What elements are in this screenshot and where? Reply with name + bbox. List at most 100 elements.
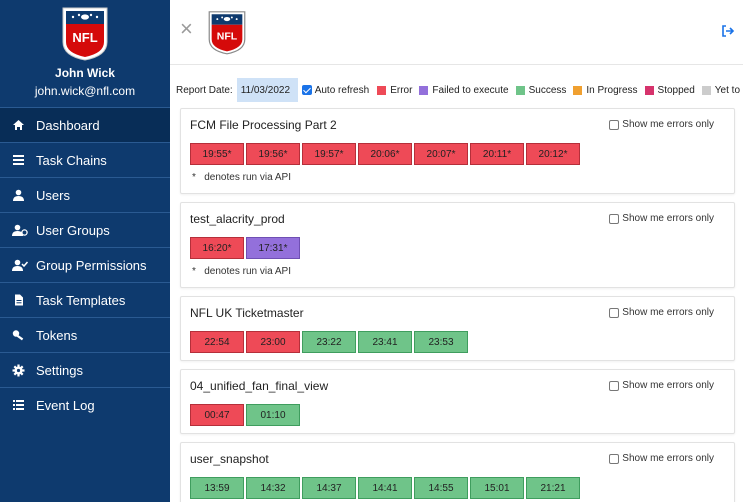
run-success[interactable]: 01:10 — [246, 404, 300, 426]
sidebar-item-task-chains[interactable]: Task Chains — [0, 142, 170, 177]
run-error[interactable]: 19:56 * — [246, 143, 300, 165]
show-errors-toggle[interactable]: Show me errors only — [609, 307, 714, 318]
show-errors-checkbox[interactable] — [609, 380, 620, 391]
status-legend: Error Failed to execute Success In Progress… — [377, 85, 743, 96]
sidebar-item-label: Users — [36, 187, 70, 203]
show-errors-checkbox[interactable] — [609, 307, 620, 318]
run-success[interactable]: 15:01 — [470, 477, 524, 499]
card-title: FCM File Processing Part 2 — [190, 118, 337, 132]
run-time: 19:55 — [202, 148, 228, 160]
run-success[interactable]: 23:22 — [302, 331, 356, 353]
gear-icon — [12, 364, 34, 377]
run-list: 22:54 23:00 23:22 23:41 23:53 — [190, 331, 470, 353]
run-time: 01:10 — [260, 409, 286, 421]
card-title: NFL UK Ticketmaster — [190, 306, 304, 320]
run-time: 14:41 — [372, 482, 398, 494]
logout-icon[interactable] — [721, 24, 735, 38]
user-profile: NFL John Wick john.wick@nfl.com — [0, 0, 170, 107]
sidebar-item-dashboard[interactable]: Dashboard — [0, 107, 170, 142]
run-time: 20:11 — [482, 148, 508, 160]
show-errors-toggle[interactable]: Show me errors only — [609, 213, 714, 224]
run-error[interactable]: 16:20 * — [190, 237, 244, 259]
event-list-icon — [12, 399, 34, 411]
run-success[interactable]: 14:55 — [414, 477, 468, 499]
svg-text:NFL: NFL — [217, 30, 238, 42]
run-success[interactable]: 23:41 — [358, 331, 412, 353]
sidebar-item-user-groups[interactable]: User Groups — [0, 212, 170, 247]
user-email: john.wick@nfl.com — [34, 84, 136, 98]
run-error[interactable]: 20:07 * — [414, 143, 468, 165]
show-errors-label: Show me errors only — [622, 213, 714, 224]
svg-text:NFL: NFL — [72, 30, 97, 45]
run-api-marker: * — [451, 148, 456, 160]
run-error[interactable]: 19:57 * — [302, 143, 356, 165]
sidebar-item-event-log[interactable]: Event Log — [0, 387, 170, 422]
api-note: * denotes run via API — [192, 266, 291, 277]
show-errors-toggle[interactable]: Show me errors only — [609, 119, 714, 130]
run-error[interactable]: 20:12 * — [526, 143, 580, 165]
run-time: 23:41 — [372, 336, 398, 348]
sidebar-item-task-templates[interactable]: Task Templates — [0, 282, 170, 317]
show-errors-checkbox[interactable] — [609, 213, 620, 224]
run-success[interactable]: 21:21 — [526, 477, 580, 499]
sidebar-nav: Dashboard Task Chains Users User Groups Grou… — [0, 107, 170, 422]
show-errors-toggle[interactable]: Show me errors only — [609, 380, 714, 391]
run-time: 23:00 — [260, 336, 286, 348]
legend-label: In Progress — [586, 84, 638, 96]
run-success[interactable]: 23:53 — [414, 331, 468, 353]
run-time: 14:37 — [316, 482, 342, 494]
run-error[interactable]: 22:54 — [190, 331, 244, 353]
user-group-icon — [12, 224, 34, 236]
run-time: 15:01 — [484, 482, 510, 494]
legend-item-in-progress: In Progress — [573, 84, 638, 96]
legend-swatch — [573, 85, 583, 95]
auto-refresh-checkbox[interactable] — [301, 85, 312, 95]
legend-label: Error — [390, 84, 413, 96]
run-success[interactable]: 13:59 — [190, 477, 244, 499]
report-date-input[interactable] — [236, 78, 298, 102]
run-success[interactable]: 14:37 — [302, 477, 356, 499]
legend-label: Yet to start — [714, 84, 743, 96]
sidebar: NFL John Wick john.wick@nfl.com Dashboar… — [0, 0, 170, 502]
card-title: 04_unified_fan_final_view — [190, 379, 329, 393]
run-failed[interactable]: 17:31 * — [246, 237, 300, 259]
sidebar-item-tokens[interactable]: Tokens — [0, 317, 170, 352]
run-error[interactable]: 19:55 * — [190, 143, 244, 165]
run-success[interactable]: 14:41 — [358, 477, 412, 499]
run-time: 20:07 — [426, 148, 452, 160]
run-time: 23:22 — [316, 336, 342, 348]
run-time: 20:06 — [370, 148, 396, 160]
legend-item-yet-to-start: Yet to start — [701, 84, 743, 96]
legend-item-stopped: Stopped — [644, 85, 695, 96]
run-error[interactable]: 20:06 * — [358, 143, 412, 165]
card-title: user_snapshot — [190, 452, 269, 466]
run-error[interactable]: 23:00 — [246, 331, 300, 353]
close-icon[interactable]: × — [180, 16, 193, 41]
run-list: 19:55 * 19:56 * 19:57 * 20:06 * 20:07 * 20:11… — [190, 143, 582, 165]
run-error[interactable]: 00:47 — [190, 404, 244, 426]
run-api-marker: * — [227, 148, 232, 160]
auto-refresh-label: Auto refresh — [314, 84, 370, 96]
run-list: 13:59 14:32 14:37 14:41 14:55 15:01 21:21 — [190, 477, 582, 499]
show-errors-checkbox[interactable] — [609, 453, 620, 464]
show-errors-label: Show me errors only — [622, 380, 714, 391]
sidebar-item-group-permissions[interactable]: Group Permissions — [0, 247, 170, 282]
sidebar-item-label: Task Chains — [36, 152, 107, 168]
show-errors-toggle[interactable]: Show me errors only — [609, 453, 714, 464]
run-time: 21:21 — [540, 482, 566, 494]
sidebar-item-settings[interactable]: Settings — [0, 352, 170, 387]
run-success[interactable]: 14:32 — [246, 477, 300, 499]
legend-swatch — [377, 85, 387, 95]
run-time: 13:59 — [204, 482, 230, 494]
filter-bar: Report Date: Auto refresh Error Failed to… — [176, 78, 743, 102]
show-errors-label: Show me errors only — [622, 307, 714, 318]
api-note: * denotes run via API — [192, 172, 291, 183]
run-error[interactable]: 20:11 * — [470, 143, 524, 165]
run-time: 17:31 — [258, 242, 284, 254]
task-chain-cards: FCM File Processing Part 2 Show me errors… — [180, 108, 735, 502]
sidebar-item-users[interactable]: Users — [0, 177, 170, 212]
task-chain-card: FCM File Processing Part 2 Show me errors… — [180, 108, 735, 194]
task-chain-card: user_snapshot Show me errors only 13:59 14:… — [180, 442, 735, 502]
run-time: 20:12 — [538, 148, 564, 160]
show-errors-checkbox[interactable] — [609, 119, 620, 130]
